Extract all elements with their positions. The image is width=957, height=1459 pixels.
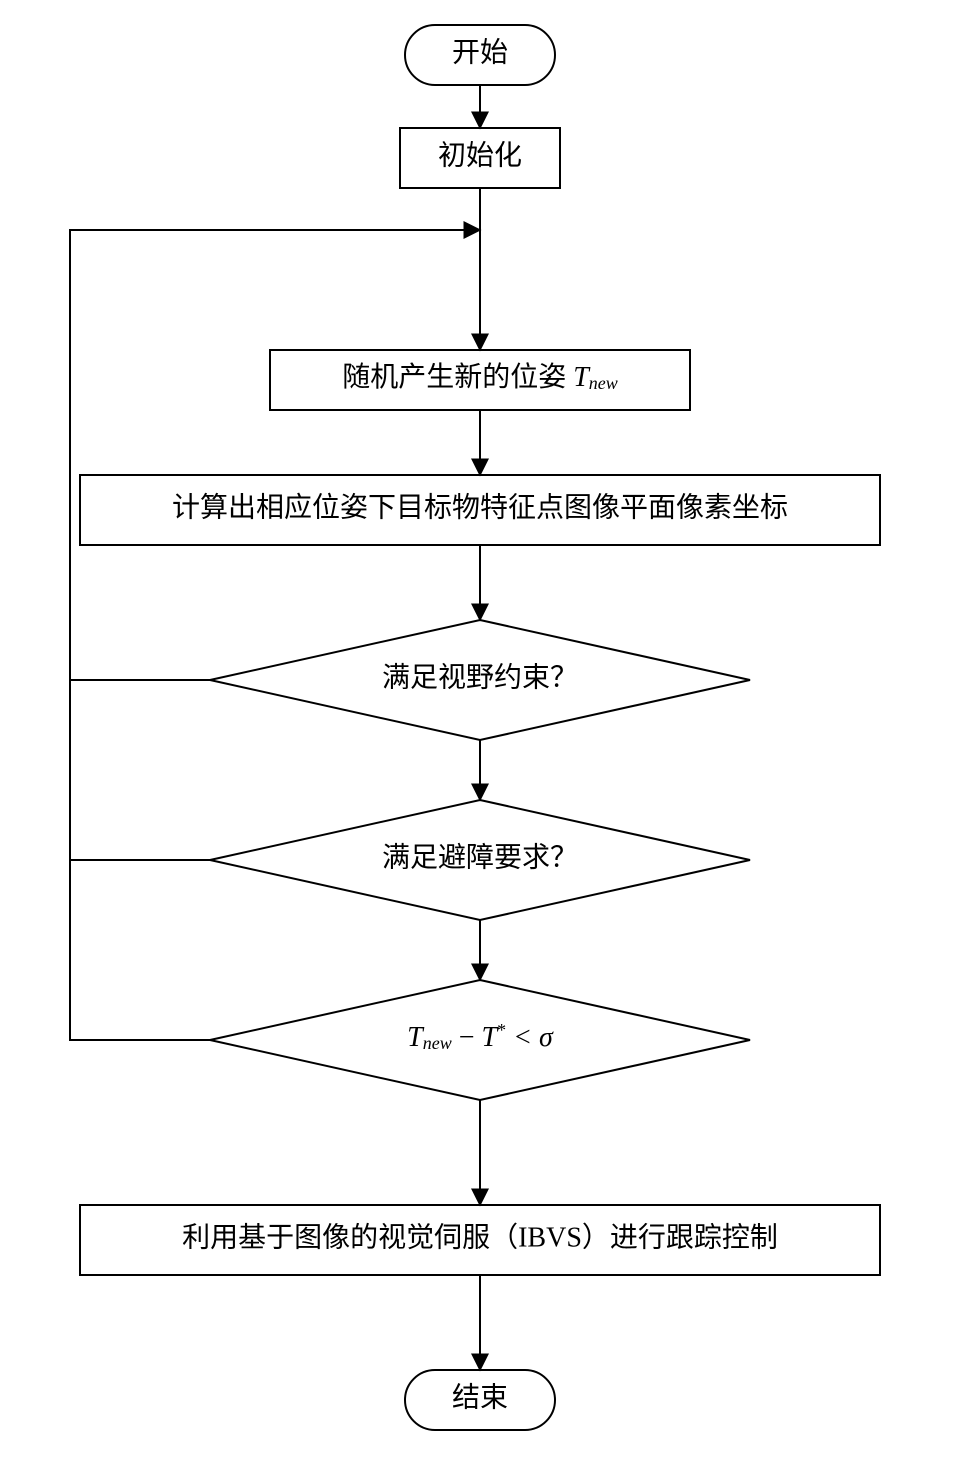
node-label: 结束 [452, 1381, 508, 1413]
node-label: 随机产生新的位姿 Tnew [342, 361, 618, 393]
node-label: 开始 [452, 36, 508, 68]
flow-edge [70, 230, 480, 680]
flow-edge [70, 680, 210, 860]
node-label: 满足视野约束？ [382, 661, 578, 693]
node-label: 利用基于图像的视觉伺服（IBVS）进行跟踪控制 [182, 1221, 778, 1253]
flow-edge [70, 860, 210, 1040]
node-label: 计算出相应位姿下目标物特征点图像平面像素坐标 [172, 491, 788, 523]
node-label: 初始化 [438, 139, 522, 171]
node-label: 满足避障要求？ [382, 841, 578, 873]
